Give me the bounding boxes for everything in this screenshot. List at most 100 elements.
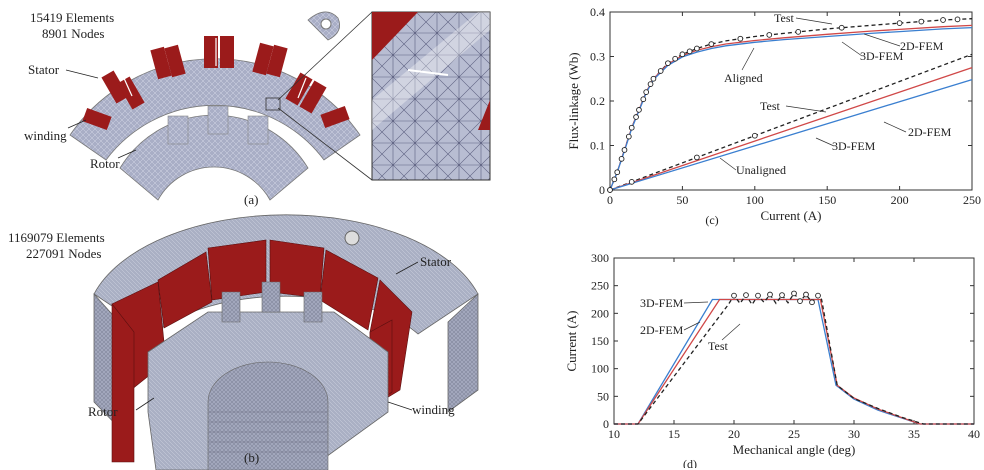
test-point bbox=[686, 48, 693, 55]
series-line-2d-fem bbox=[609, 66, 973, 191]
annotation-leader bbox=[815, 137, 835, 147]
panel-b-nodes: 227091 Nodes bbox=[26, 246, 102, 261]
annotation-label: Unaligned bbox=[736, 163, 786, 177]
x-tick-label: 200 bbox=[891, 193, 909, 207]
test-point bbox=[791, 290, 797, 297]
stator-2d bbox=[69, 58, 361, 161]
test-point bbox=[896, 20, 903, 26]
annotation-leader bbox=[719, 157, 737, 171]
test-point bbox=[679, 51, 686, 58]
series-line-test bbox=[609, 53, 973, 191]
current-chart: 10 15 20 25 30 35 40 0 50 100 150 200 250 300 Mechanic… bbox=[564, 252, 980, 468]
test-point bbox=[737, 35, 744, 42]
test-point bbox=[611, 176, 618, 183]
test-point bbox=[755, 292, 761, 299]
test-point bbox=[607, 187, 613, 193]
test-point bbox=[918, 18, 925, 25]
annotation-label: Test bbox=[774, 11, 794, 25]
annotation-leader bbox=[741, 47, 755, 71]
series-line-3d-fem bbox=[609, 78, 973, 191]
series-line-2d-fem bbox=[614, 298, 974, 425]
plot-frame bbox=[613, 257, 975, 425]
x-tick-label: 35 bbox=[908, 427, 920, 441]
test-point bbox=[694, 154, 700, 161]
annotation-label: 2D-FEM bbox=[640, 323, 684, 337]
y-tick-label: 250 bbox=[591, 279, 609, 293]
x-tick-label: 50 bbox=[676, 193, 688, 207]
y-tick-label: 0.4 bbox=[590, 5, 605, 19]
test-point bbox=[694, 45, 700, 52]
y-tick-label: 100 bbox=[591, 362, 609, 376]
test-point bbox=[809, 299, 815, 306]
annotation-leader bbox=[883, 121, 907, 133]
test-point bbox=[751, 132, 758, 139]
panel-a-nodes: 8901 Nodes bbox=[42, 26, 105, 41]
test-point bbox=[636, 107, 642, 113]
annotation-leader bbox=[863, 33, 901, 47]
plot-area-c: 0 50 100 150 200 250 0 0.1 0.2 0.3 0.4 Current (A) F… bbox=[566, 5, 981, 227]
test-point bbox=[731, 292, 737, 299]
panel-a-rotor-label: Rotor bbox=[90, 156, 120, 171]
y-tick-label: 0 bbox=[603, 417, 609, 431]
x-tick-label: 10 bbox=[608, 427, 620, 441]
test-point bbox=[954, 16, 961, 23]
test-point bbox=[803, 291, 809, 298]
panel-b: 1169079 Elements 227091 Nodes Stator win… bbox=[8, 212, 492, 470]
y-tick-label: 150 bbox=[591, 334, 609, 348]
panel-b-rotor-label: Rotor bbox=[88, 404, 118, 419]
panel-a-elements: 15419 Elements bbox=[30, 10, 115, 25]
panel-b-elements: 1169079 Elements bbox=[8, 230, 105, 245]
panel-b-caption: (b) bbox=[244, 450, 260, 465]
chart-caption: (d) bbox=[683, 457, 697, 468]
chart-caption: (c) bbox=[705, 213, 718, 227]
x-tick-label: 25 bbox=[788, 427, 800, 441]
panel-a-caption: (a) bbox=[244, 192, 259, 207]
y-tick-label: 0.3 bbox=[590, 50, 605, 64]
annotation-leader bbox=[785, 105, 827, 113]
test-point bbox=[640, 96, 647, 103]
test-point bbox=[795, 29, 802, 35]
x-tick-label: 150 bbox=[818, 193, 836, 207]
zoom-inset bbox=[371, 11, 491, 181]
test-point bbox=[767, 291, 773, 298]
y-tick-label: 0.1 bbox=[590, 139, 605, 153]
x-tick-label: 30 bbox=[848, 427, 860, 441]
annotation-label: 3D-FEM bbox=[640, 296, 684, 310]
test-point bbox=[838, 24, 845, 31]
test-point bbox=[650, 75, 657, 82]
x-axis-label: Mechanical angle (deg) bbox=[733, 442, 856, 457]
test-point bbox=[708, 41, 715, 47]
y-tick-label: 300 bbox=[591, 252, 609, 265]
x-tick-label: 15 bbox=[668, 427, 680, 441]
x-tick-label: 0 bbox=[607, 193, 613, 207]
test-point bbox=[618, 156, 625, 162]
test-point bbox=[797, 298, 803, 305]
x-tick-label: 40 bbox=[968, 427, 980, 441]
test-point bbox=[628, 124, 635, 131]
panel-b-stator-label: Stator bbox=[420, 254, 452, 269]
y-tick-label: 0 bbox=[599, 183, 605, 197]
flux-linkage-chart: 0 50 100 150 200 250 0 0.1 0.2 0.3 0.4 Current (A) F… bbox=[566, 5, 981, 227]
annotation-label: Test bbox=[708, 339, 728, 353]
x-axis-label: Current (A) bbox=[760, 208, 821, 223]
test-point bbox=[621, 147, 628, 153]
test-point bbox=[665, 60, 671, 67]
y-tick-label: 50 bbox=[597, 389, 609, 403]
panel-b-figure bbox=[93, 214, 479, 470]
test-point bbox=[628, 179, 635, 185]
test-point bbox=[940, 17, 946, 23]
test-point bbox=[614, 169, 621, 176]
panel-a-winding-label: winding bbox=[24, 128, 67, 143]
y-tick-label: 200 bbox=[591, 306, 609, 320]
annotation-label: Test bbox=[760, 99, 780, 113]
y-axis-label: Flux-linkage (Wb) bbox=[566, 52, 581, 149]
test-point bbox=[657, 68, 664, 74]
test-point bbox=[779, 292, 785, 298]
test-point bbox=[625, 133, 632, 140]
x-tick-label: 100 bbox=[746, 193, 764, 207]
plot-frame bbox=[609, 11, 973, 191]
panel-b-winding-label: winding bbox=[412, 402, 455, 417]
panel-a: 15419 Elements 8901 Nodes Stator winding… bbox=[8, 0, 492, 210]
y-tick-label: 0.2 bbox=[590, 94, 605, 108]
test-point bbox=[643, 89, 650, 95]
